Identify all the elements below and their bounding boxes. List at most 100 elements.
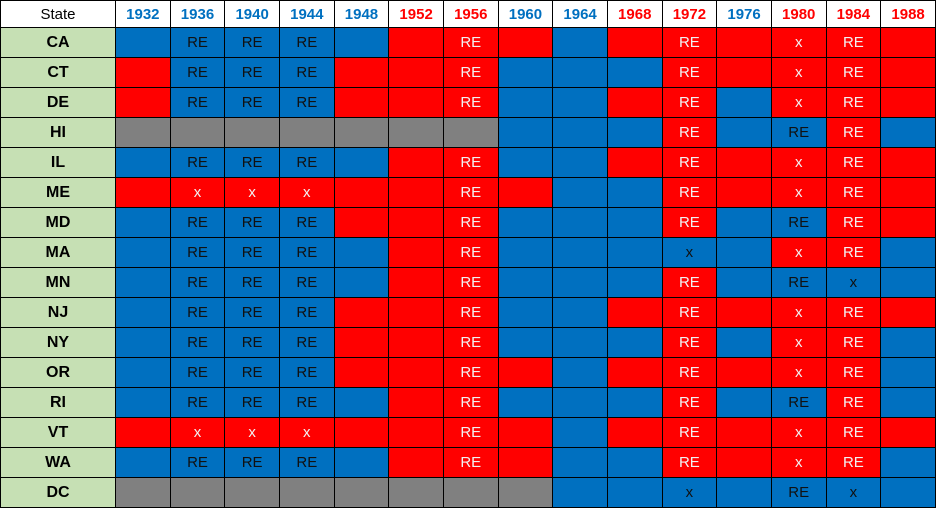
result-cell bbox=[497, 117, 554, 148]
result-cell bbox=[224, 477, 280, 508]
state-name: IL bbox=[0, 147, 116, 178]
result-cell: RE bbox=[442, 447, 499, 478]
result-cell: RE bbox=[825, 447, 882, 478]
result-cell: RE bbox=[825, 177, 882, 208]
result-cell: RE bbox=[661, 447, 718, 478]
result-cell: RE bbox=[661, 417, 718, 448]
year-header: 1980 bbox=[770, 0, 827, 28]
result-cell: RE bbox=[278, 87, 335, 118]
result-cell bbox=[497, 477, 554, 508]
result-cell bbox=[552, 237, 608, 268]
result-cell bbox=[606, 57, 663, 88]
result-cell: x bbox=[770, 417, 827, 448]
state-name: NJ bbox=[0, 297, 116, 328]
table-body: CA RE RE RE RE RE x RE CT RE RE RE RE RE x RE DE RE RE RE RE… bbox=[0, 27, 936, 508]
result-cell bbox=[880, 27, 936, 58]
result-cell: RE bbox=[169, 447, 226, 478]
result-cell bbox=[716, 237, 772, 268]
result-cell bbox=[333, 87, 390, 118]
result-cell: RE bbox=[278, 147, 335, 178]
result-cell: RE bbox=[661, 177, 718, 208]
year-header: 1956 bbox=[442, 0, 499, 28]
result-cell bbox=[497, 87, 554, 118]
result-cell bbox=[606, 177, 663, 208]
result-cell bbox=[388, 147, 444, 178]
result-cell bbox=[880, 297, 936, 328]
result-cell bbox=[552, 207, 608, 238]
result-cell bbox=[880, 267, 936, 298]
result-cell: RE bbox=[169, 297, 226, 328]
result-cell: RE bbox=[224, 447, 280, 478]
result-cell: RE bbox=[169, 267, 226, 298]
result-cell: RE bbox=[224, 327, 280, 358]
result-cell: x bbox=[770, 147, 827, 178]
result-cell: RE bbox=[661, 207, 718, 238]
result-cell: RE bbox=[169, 387, 226, 418]
result-cell bbox=[497, 57, 554, 88]
result-cell: x bbox=[278, 177, 335, 208]
result-cell: RE bbox=[770, 207, 827, 238]
result-cell bbox=[606, 87, 663, 118]
result-cell: RE bbox=[278, 447, 335, 478]
result-cell bbox=[333, 267, 390, 298]
result-cell bbox=[497, 417, 554, 448]
state-name: MA bbox=[0, 237, 116, 268]
state-row: WA RE RE RE RE RE x RE bbox=[0, 447, 936, 478]
result-cell bbox=[388, 327, 444, 358]
result-cell: x bbox=[770, 87, 827, 118]
result-cell bbox=[497, 357, 554, 388]
result-cell bbox=[115, 147, 171, 178]
state-row: DC x RE x bbox=[0, 477, 936, 508]
state-row: IL RE RE RE RE RE x RE bbox=[0, 147, 936, 178]
state-row: OR RE RE RE RE RE x RE bbox=[0, 357, 936, 388]
year-header: 1972 bbox=[661, 0, 718, 28]
result-cell: RE bbox=[224, 237, 280, 268]
result-cell bbox=[388, 117, 444, 148]
year-header: 1940 bbox=[224, 0, 280, 28]
result-cell bbox=[224, 117, 280, 148]
result-cell: x bbox=[169, 177, 226, 208]
result-cell bbox=[333, 387, 390, 418]
state-row: CT RE RE RE RE RE x RE bbox=[0, 57, 936, 88]
result-cell bbox=[333, 237, 390, 268]
result-cell: RE bbox=[825, 117, 882, 148]
year-header: 1932 bbox=[115, 0, 171, 28]
result-cell bbox=[388, 87, 444, 118]
result-cell bbox=[497, 177, 554, 208]
result-cell: RE bbox=[169, 27, 226, 58]
result-cell bbox=[552, 447, 608, 478]
result-cell bbox=[716, 27, 772, 58]
year-header: 1936 bbox=[169, 0, 226, 28]
result-cell bbox=[606, 267, 663, 298]
result-cell bbox=[333, 57, 390, 88]
result-cell: RE bbox=[825, 147, 882, 178]
result-cell bbox=[552, 87, 608, 118]
result-cell: RE bbox=[224, 147, 280, 178]
result-cell: RE bbox=[169, 87, 226, 118]
state-row: MN RE RE RE RE RE RE x bbox=[0, 267, 936, 298]
result-cell: RE bbox=[442, 57, 499, 88]
result-cell: RE bbox=[169, 57, 226, 88]
result-cell: RE bbox=[169, 237, 226, 268]
year-header: 1976 bbox=[716, 0, 772, 28]
result-cell: RE bbox=[825, 87, 882, 118]
result-cell: RE bbox=[224, 57, 280, 88]
result-cell: RE bbox=[442, 387, 499, 418]
result-cell bbox=[333, 417, 390, 448]
result-cell: x bbox=[169, 417, 226, 448]
year-header: 1988 bbox=[880, 0, 936, 28]
state-name: VT bbox=[0, 417, 116, 448]
year-header: 1960 bbox=[497, 0, 554, 28]
result-cell bbox=[880, 477, 936, 508]
result-cell: RE bbox=[442, 417, 499, 448]
header-row: State 1932 1936 1940 1944 1948 1952 1956 1960 19… bbox=[0, 0, 936, 28]
result-cell bbox=[880, 117, 936, 148]
result-cell bbox=[115, 57, 171, 88]
result-cell: RE bbox=[278, 387, 335, 418]
result-cell bbox=[716, 387, 772, 418]
result-cell: RE bbox=[442, 357, 499, 388]
result-cell: RE bbox=[442, 297, 499, 328]
result-cell bbox=[442, 477, 499, 508]
result-cell: RE bbox=[825, 417, 882, 448]
result-cell: RE bbox=[661, 87, 718, 118]
